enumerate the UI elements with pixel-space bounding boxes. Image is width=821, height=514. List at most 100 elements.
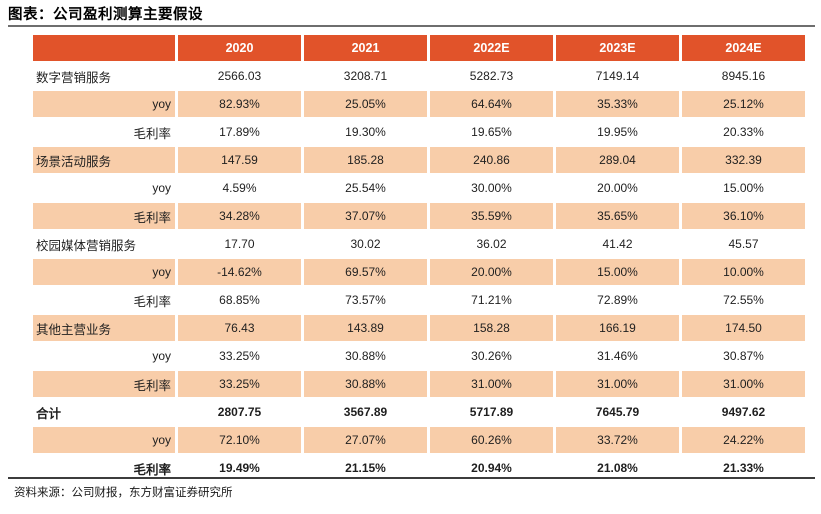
value-cell: -14.62% bbox=[178, 259, 301, 285]
value-cell: 8945.16 bbox=[721, 69, 766, 83]
value-cell: 68.85% bbox=[219, 293, 260, 307]
value-cell: 35.33% bbox=[556, 91, 679, 117]
assumptions-table: 2020 2021 2022E 2023E 2024E 数字营销服务 2566.03 3208… bbox=[33, 35, 805, 481]
value-cell: 2807.75 bbox=[217, 405, 262, 419]
value-cell: 31.00% bbox=[682, 371, 805, 397]
row-label: yoy bbox=[33, 91, 175, 117]
value-cell: 30.26% bbox=[471, 349, 512, 363]
value-cell: 30.88% bbox=[304, 371, 427, 397]
value-cell: 69.57% bbox=[304, 259, 427, 285]
row-label: 毛利率 bbox=[133, 294, 171, 309]
value-cell: 30.02 bbox=[350, 237, 381, 251]
value-cell: 7645.79 bbox=[595, 405, 640, 419]
value-cell: 33.25% bbox=[219, 349, 260, 363]
row-label: yoy bbox=[33, 427, 175, 453]
col-header-2020: 2020 bbox=[178, 35, 301, 61]
value-cell: 36.10% bbox=[682, 203, 805, 229]
value-cell: 4.59% bbox=[222, 181, 257, 195]
value-cell: 24.22% bbox=[682, 427, 805, 453]
value-cell: 35.59% bbox=[430, 203, 553, 229]
row-label: yoy bbox=[152, 349, 171, 363]
row-label: 其他主营业务 bbox=[33, 315, 175, 341]
value-cell: 33.25% bbox=[178, 371, 301, 397]
row-label: yoy bbox=[33, 259, 175, 285]
value-cell: 17.89% bbox=[219, 125, 260, 139]
value-cell: 240.86 bbox=[430, 147, 553, 173]
value-cell: 21.08% bbox=[597, 461, 638, 475]
value-cell: 30.88% bbox=[345, 349, 386, 363]
value-cell: 174.50 bbox=[682, 315, 805, 341]
value-cell: 3208.71 bbox=[343, 69, 388, 83]
value-cell: 60.26% bbox=[430, 427, 553, 453]
source-note: 资料来源：公司财报，东方财富证券研究所 bbox=[14, 487, 233, 499]
value-cell: 72.10% bbox=[178, 427, 301, 453]
value-cell: 20.94% bbox=[471, 461, 512, 475]
value-cell: 19.30% bbox=[345, 125, 386, 139]
value-cell: 30.00% bbox=[471, 181, 512, 195]
value-cell: 72.89% bbox=[597, 293, 638, 307]
value-cell: 20.00% bbox=[430, 259, 553, 285]
row-label: 毛利率 bbox=[133, 126, 171, 141]
value-cell: 158.28 bbox=[430, 315, 553, 341]
value-cell: 76.43 bbox=[178, 315, 301, 341]
value-cell: 17.70 bbox=[224, 237, 255, 251]
row-label: 数字营销服务 bbox=[36, 70, 112, 85]
value-cell: 20.00% bbox=[597, 181, 638, 195]
row-label: 场景活动服务 bbox=[33, 147, 175, 173]
value-cell: 9497.62 bbox=[721, 405, 766, 419]
value-cell: 45.57 bbox=[728, 237, 759, 251]
value-cell: 21.33% bbox=[723, 461, 764, 475]
value-cell: 166.19 bbox=[556, 315, 679, 341]
row-label: yoy bbox=[152, 181, 171, 195]
value-cell: 33.72% bbox=[556, 427, 679, 453]
row-label: 校园媒体营销服务 bbox=[36, 238, 137, 253]
footer-divider bbox=[8, 477, 815, 479]
value-cell: 185.28 bbox=[304, 147, 427, 173]
value-cell: 71.21% bbox=[471, 293, 512, 307]
value-cell: 15.00% bbox=[556, 259, 679, 285]
value-cell: 31.00% bbox=[430, 371, 553, 397]
value-cell: 73.57% bbox=[345, 293, 386, 307]
value-cell: 34.28% bbox=[178, 203, 301, 229]
value-cell: 64.64% bbox=[430, 91, 553, 117]
value-cell: 143.89 bbox=[304, 315, 427, 341]
value-cell: 19.49% bbox=[219, 461, 260, 475]
value-cell: 10.00% bbox=[682, 259, 805, 285]
value-cell: 36.02 bbox=[476, 237, 507, 251]
value-cell: 20.33% bbox=[723, 125, 764, 139]
value-cell: 2566.03 bbox=[217, 69, 262, 83]
value-cell: 5282.73 bbox=[469, 69, 514, 83]
value-cell: 30.87% bbox=[723, 349, 764, 363]
value-cell: 82.93% bbox=[178, 91, 301, 117]
col-header-2023e: 2023E bbox=[556, 35, 679, 61]
value-cell: 31.00% bbox=[556, 371, 679, 397]
col-header-2022e: 2022E bbox=[430, 35, 553, 61]
col-header-2024e: 2024E bbox=[682, 35, 805, 61]
row-label: 毛利率 bbox=[33, 371, 175, 397]
value-cell: 25.05% bbox=[304, 91, 427, 117]
figure-title: 图表：公司盈利测算主要假设 bbox=[8, 7, 203, 23]
row-label: 毛利率 bbox=[133, 462, 171, 477]
title-divider bbox=[8, 25, 815, 27]
value-cell: 289.04 bbox=[556, 147, 679, 173]
value-cell: 19.95% bbox=[597, 125, 638, 139]
col-header-blank bbox=[33, 35, 175, 61]
value-cell: 21.15% bbox=[345, 461, 386, 475]
value-cell: 41.42 bbox=[602, 237, 633, 251]
value-cell: 5717.89 bbox=[469, 405, 514, 419]
row-label: 毛利率 bbox=[33, 203, 175, 229]
value-cell: 72.55% bbox=[723, 293, 764, 307]
value-cell: 3567.89 bbox=[343, 405, 388, 419]
col-header-2021: 2021 bbox=[304, 35, 427, 61]
value-cell: 19.65% bbox=[471, 125, 512, 139]
value-cell: 25.12% bbox=[682, 91, 805, 117]
value-cell: 37.07% bbox=[304, 203, 427, 229]
row-label: 合计 bbox=[36, 406, 62, 421]
value-cell: 15.00% bbox=[723, 181, 764, 195]
value-cell: 25.54% bbox=[345, 181, 386, 195]
value-cell: 35.65% bbox=[556, 203, 679, 229]
value-cell: 332.39 bbox=[682, 147, 805, 173]
value-cell: 7149.14 bbox=[595, 69, 640, 83]
value-cell: 31.46% bbox=[597, 349, 638, 363]
